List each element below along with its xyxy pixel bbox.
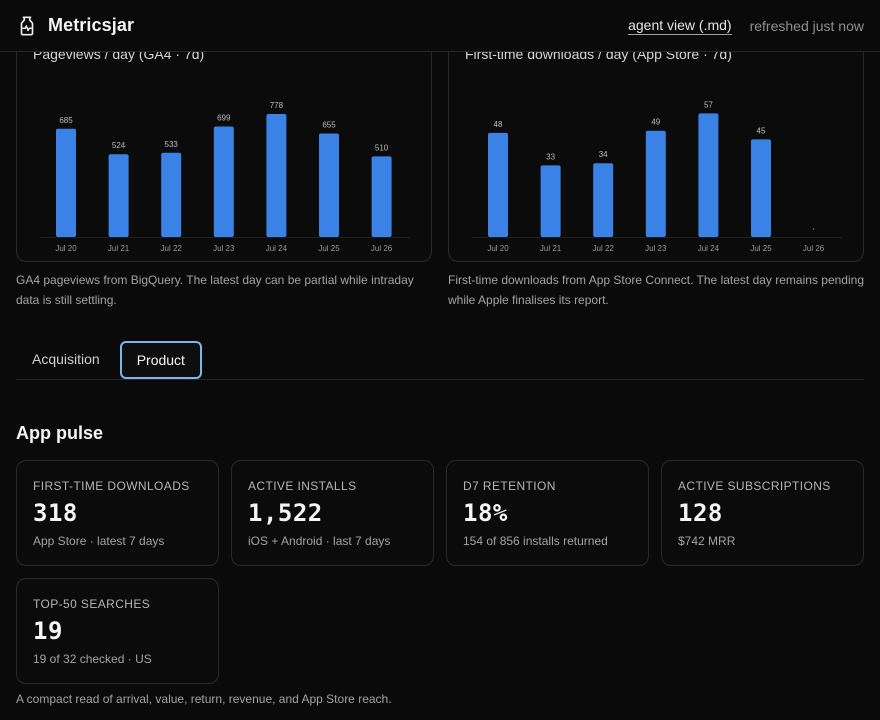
bar	[698, 113, 719, 237]
brand-name: Metricsjar	[48, 15, 135, 35]
metric-label: ACTIVE INSTALLS	[248, 479, 357, 493]
data-label: 699	[217, 114, 231, 123]
section-title: App pulse	[16, 423, 104, 443]
metric-value: 318	[33, 499, 78, 527]
data-label: 655	[322, 120, 336, 129]
x-tick-label: Jul 24	[266, 244, 288, 253]
metric-value: 1,522	[248, 499, 323, 527]
dashboard-tabs: Acquisition Product	[16, 340, 864, 380]
metric-label: TOP-50 SEARCHES	[33, 597, 151, 611]
x-tick-label: Jul 20	[55, 244, 77, 253]
bar	[645, 130, 666, 237]
x-tick-label: Jul 25	[750, 244, 772, 253]
downloads-chart-card: 48 Jul 20 33 Jul 21 34 Jul 22 49 Jul 23 57 Jul 24…	[448, 20, 864, 262]
metric-label: D7 RETENTION	[463, 479, 556, 493]
x-tick-label: Jul 20	[487, 244, 509, 253]
bar	[488, 132, 508, 237]
data-label: 34	[599, 150, 608, 159]
data-label: 510	[375, 143, 389, 152]
metric-subtext: 154 of 856 installs returned	[463, 534, 608, 548]
data-label: 685	[59, 116, 73, 125]
bar	[371, 156, 392, 237]
metric-subtext: App Store · latest 7 days	[33, 534, 165, 548]
data-label: 33	[546, 152, 555, 161]
downloads-chart-caption: First-time downloads from App Store Conn…	[448, 273, 864, 307]
data-label: 45	[757, 126, 766, 135]
metric-card-top-50-searches: TOP-50 SEARCHES 19 19 of 32 checked · US	[16, 578, 219, 684]
x-tick-label: Jul 26	[371, 244, 393, 253]
x-tick-label: Jul 22	[161, 244, 183, 253]
jar-pulse-icon	[20, 15, 34, 36]
x-tick-label: Jul 21	[540, 244, 562, 253]
pageviews-chart-card: 685 Jul 20 524 Jul 21 533 Jul 22 699 Jul 23 778 J…	[16, 20, 432, 262]
metric-value: 18%	[463, 499, 508, 527]
x-tick-label: Jul 23	[213, 244, 235, 253]
metric-label: FIRST-TIME DOWNLOADS	[33, 479, 190, 493]
x-tick-label: Jul 21	[108, 244, 130, 253]
metric-subtext: 19 of 32 checked · US	[33, 652, 152, 666]
data-label: 57	[704, 100, 713, 109]
pageviews-chart-caption: GA4 pageviews from BigQuery. The latest …	[16, 273, 414, 307]
top-header: Metricsjar agent view (.md) refreshed ju…	[0, 0, 880, 52]
section-footnote: A compact read of arrival, value, return…	[16, 692, 392, 706]
brand[interactable]: Metricsjar	[16, 15, 134, 37]
x-tick-label: Jul 25	[318, 244, 340, 253]
bar	[540, 165, 561, 237]
x-tick-label: Jul 22	[593, 244, 615, 253]
x-tick-label: Jul 23	[645, 244, 667, 253]
downloads-bar-chart: 48 Jul 20 33 Jul 21 34 Jul 22 49 Jul 23 57 Jul 24…	[472, 100, 842, 253]
metric-value: 19	[33, 617, 63, 645]
bar	[751, 139, 771, 237]
data-label: 533	[165, 140, 179, 149]
tab-product[interactable]: Product	[119, 341, 202, 379]
pending-marker	[812, 228, 815, 230]
bar	[319, 133, 339, 237]
bar	[161, 152, 182, 237]
metric-label: ACTIVE SUBSCRIPTIONS	[678, 479, 831, 493]
data-label: 48	[494, 120, 503, 129]
tab-acquisition[interactable]: Acquisition	[32, 351, 100, 367]
pageviews-bar-chart: 685 Jul 20 524 Jul 21 533 Jul 22 699 Jul 23 778 J…	[40, 101, 410, 253]
metric-value: 128	[678, 499, 723, 527]
data-label: 778	[270, 101, 284, 110]
metric-subtext: $742 MRR	[678, 534, 736, 548]
metric-subtext: iOS + Android · last 7 days	[248, 534, 391, 548]
metric-card-d7-retention: D7 RETENTION 18% 154 of 856 installs ret…	[446, 460, 649, 566]
agent-view-link[interactable]: agent view (.md)	[628, 16, 732, 35]
header-actions: agent view (.md) refreshed just now	[628, 17, 864, 35]
refresh-status: refreshed just now	[749, 17, 864, 34]
metric-card-active-installs: ACTIVE INSTALLS 1,522 iOS + Android · la…	[231, 460, 434, 566]
bar	[108, 154, 129, 237]
bar	[213, 126, 234, 237]
metric-card-active-subscriptions: ACTIVE SUBSCRIPTIONS 128 $742 MRR	[661, 460, 864, 566]
bar	[593, 163, 614, 237]
x-tick-label: Jul 26	[803, 244, 825, 253]
data-label: 49	[651, 118, 660, 127]
bar	[266, 114, 287, 237]
metric-card-first-time-downloads: FIRST-TIME DOWNLOADS 318 App Store · lat…	[16, 460, 219, 566]
x-tick-label: Jul 24	[698, 244, 720, 253]
data-label: 524	[112, 141, 126, 150]
bar	[56, 128, 76, 237]
